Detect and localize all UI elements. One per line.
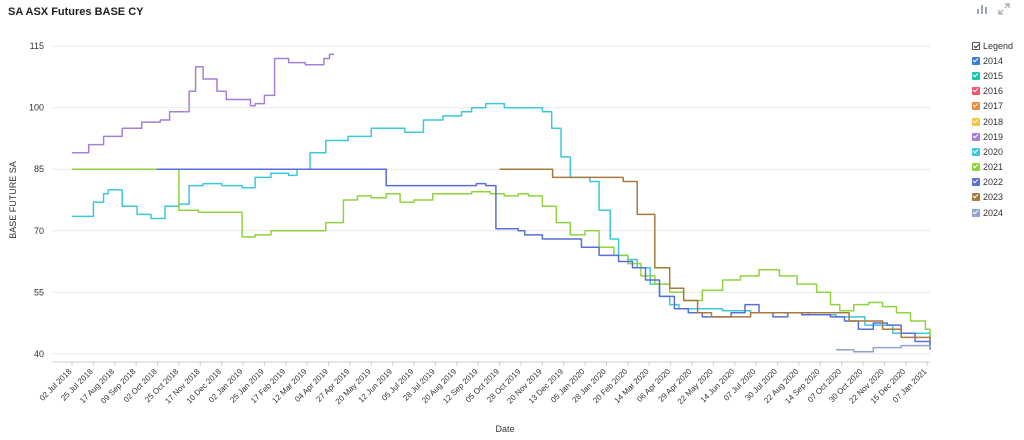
y-tick-label: 115: [30, 41, 44, 51]
chart-toolbar: [976, 3, 1010, 15]
y-tick-label: 85: [34, 164, 44, 174]
checkbox-icon[interactable]: [972, 132, 980, 141]
legend-item-2022[interactable]: 2022: [972, 175, 1022, 190]
legend-item-2020[interactable]: 2020: [972, 144, 1022, 159]
legend-item-label: 2015: [983, 70, 1004, 81]
legend-item-label: 2018: [983, 116, 1004, 127]
checkbox-icon[interactable]: [972, 41, 980, 50]
y-tick-label: 100: [29, 103, 44, 113]
expand-icon[interactable]: [998, 3, 1010, 15]
legend-item-2024[interactable]: 2024: [972, 205, 1022, 220]
y-tick-label: 40: [34, 349, 44, 359]
legend-item-2021[interactable]: 2021: [972, 160, 1022, 175]
legend-item-label: 2021: [983, 162, 1004, 173]
legend-item-label: 2017: [983, 101, 1004, 112]
legend-item-2014[interactable]: 2014: [972, 53, 1022, 68]
legend: Legend 2014 2015 2016 2017 2018 2019 2020 2021 2…: [972, 38, 1022, 220]
series-lines: [72, 53, 931, 353]
checkbox-icon[interactable]: [972, 208, 980, 217]
checkbox-icon[interactable]: [972, 178, 980, 187]
checkbox-icon[interactable]: [972, 117, 980, 126]
grid-lines: [52, 45, 930, 355]
checkbox-icon[interactable]: [972, 193, 980, 202]
y-tick-label: 55: [34, 287, 44, 297]
legend-item-2017[interactable]: 2017: [972, 99, 1022, 114]
legend-item-2019[interactable]: 2019: [972, 129, 1022, 144]
series-line-2024: [836, 344, 931, 353]
legend-item-2015[interactable]: 2015: [972, 68, 1022, 83]
legend-item-label: 2019: [983, 131, 1004, 142]
legend-toggle-all[interactable]: Legend: [972, 38, 1022, 53]
series-line-2020: [72, 102, 931, 346]
bar-chart-icon-graphic: [977, 5, 987, 14]
y-tick-label: 70: [34, 226, 44, 236]
y-axis-label: BASE FUTURE SA: [8, 161, 18, 239]
checkbox-icon[interactable]: [972, 102, 980, 111]
checkbox-icon[interactable]: [972, 87, 980, 96]
series-line-2021: [72, 168, 931, 342]
legend-item-label: 2014: [983, 55, 1004, 66]
legend-item-label: 2016: [983, 86, 1004, 97]
legend-item-label: 2020: [983, 146, 1004, 157]
page-title: SA ASX Futures BASE CY: [8, 6, 144, 18]
legend-item-label: 2023: [983, 192, 1004, 203]
legend-item-2018[interactable]: 2018: [972, 114, 1022, 129]
series-line-2023: [499, 168, 931, 342]
y-axis: 40 55 70 85 100 115: [29, 41, 44, 359]
series-line-2022: [156, 168, 931, 350]
x-axis-label: Date: [495, 424, 514, 434]
legend-item-label: 2022: [983, 177, 1004, 188]
checkbox-icon[interactable]: [972, 163, 980, 172]
legend-item-2023[interactable]: 2023: [972, 190, 1022, 205]
legend-item-2016[interactable]: 2016: [972, 84, 1022, 99]
checkbox-icon[interactable]: [972, 147, 980, 156]
expand-icon-graphic: [998, 3, 1010, 15]
legend-title: Legend: [983, 40, 1014, 51]
series-line-2019: [72, 53, 335, 154]
bar-chart-icon[interactable]: [976, 3, 988, 15]
legend-item-label: 2024: [983, 207, 1004, 218]
checkbox-icon[interactable]: [972, 71, 980, 80]
checkbox-icon[interactable]: [972, 56, 980, 65]
